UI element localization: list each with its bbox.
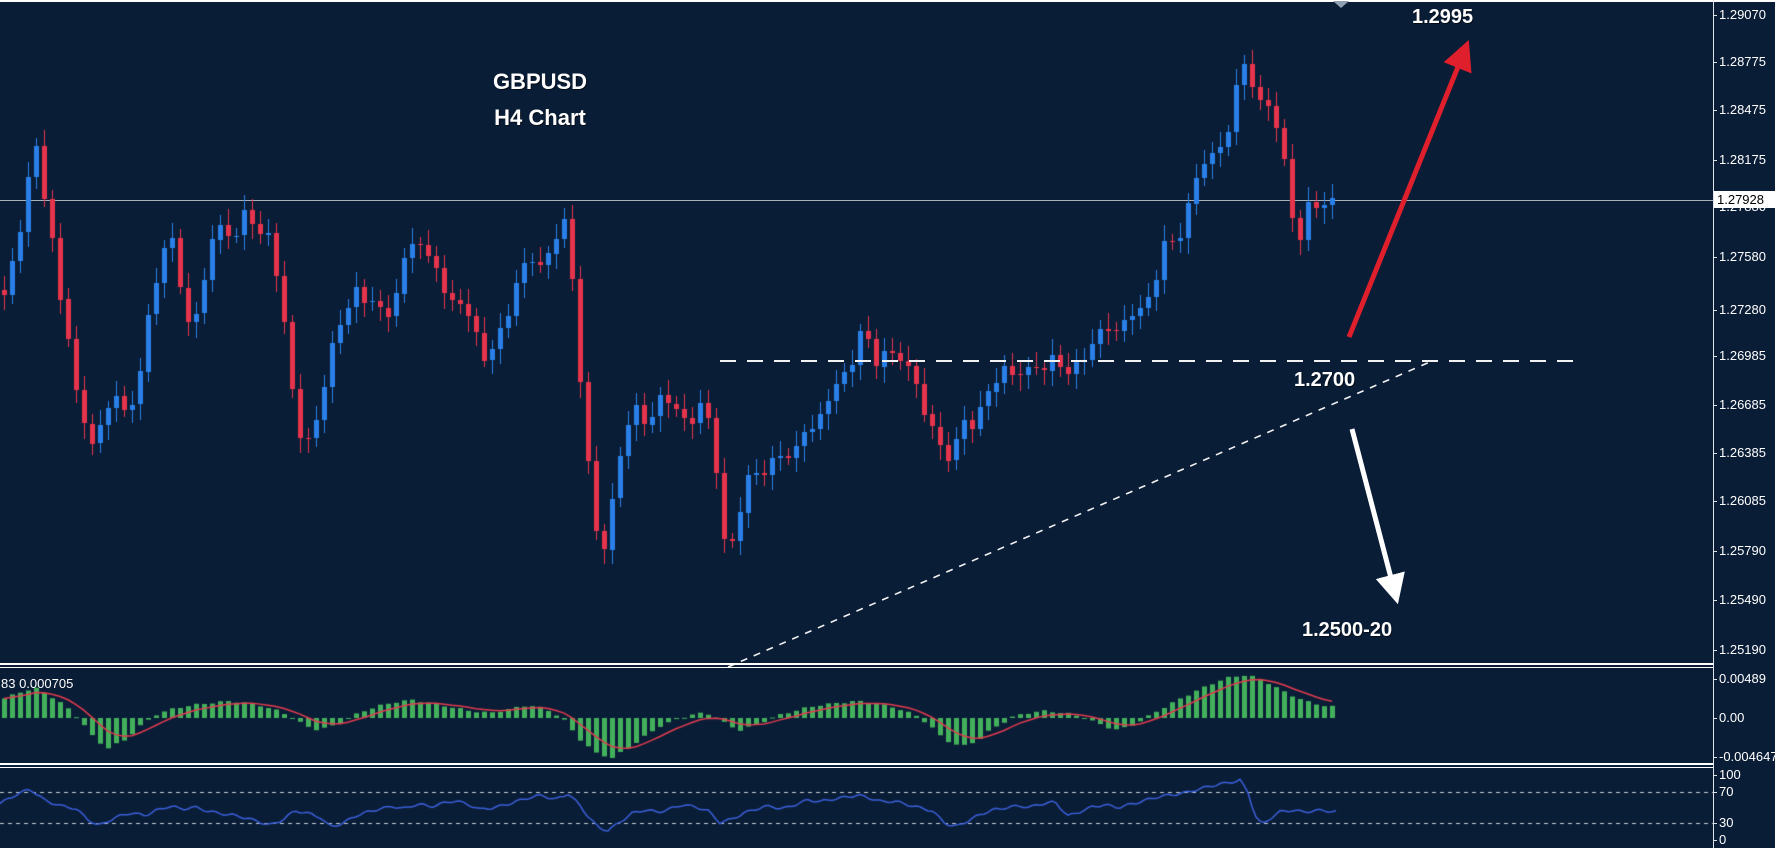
target-down-label: 1.2500-20 <box>1302 619 1393 641</box>
price-axis-line <box>1713 0 1714 848</box>
price-axis-label: 1.28475 <box>1719 102 1766 117</box>
price-axis-label-tick <box>1713 600 1717 601</box>
price-axis-label-tick <box>1713 405 1717 406</box>
oscillator-axis-label: 0 <box>1719 832 1727 847</box>
macd-axis-label: -0.004647 <box>1719 749 1775 764</box>
price-axis-label-tick <box>1713 110 1717 111</box>
macd-axis-label: 0.00 <box>1719 710 1745 725</box>
price-axis-label: 1.27280 <box>1719 302 1766 317</box>
macd-panel-canvas[interactable] <box>0 670 1713 763</box>
price-axis-label-tick <box>1713 551 1717 552</box>
oscillator-axis-label-tick <box>1713 840 1717 841</box>
price-axis-label: 1.27580 <box>1719 249 1766 264</box>
macd-axis-label-tick <box>1713 718 1717 719</box>
price-axis-label-tick <box>1713 257 1717 258</box>
oscillator-axis-label: 30 <box>1719 815 1734 830</box>
oscillator-axis-label-tick <box>1713 823 1717 824</box>
price-axis-label: 1.28775 <box>1719 54 1766 69</box>
macd-value-label: 83 0.000705 <box>1 676 74 691</box>
macd-axis-label: 0.00489 <box>1719 671 1766 686</box>
price-axis-label: 1.26985 <box>1719 348 1766 363</box>
scroll-to-end-marker-icon[interactable] <box>1333 1 1349 8</box>
price-axis-label-tick <box>1713 356 1717 357</box>
price-axis-label-tick <box>1713 453 1717 454</box>
oscillator-axis-label-tick <box>1713 775 1717 776</box>
price-axis-label-tick <box>1713 650 1717 651</box>
resistance-level-label: 1.2700 <box>1294 369 1356 391</box>
price-axis-label: 1.26685 <box>1719 397 1766 412</box>
macd-axis-label-tick <box>1713 757 1717 758</box>
price-axis-label: 1.26085 <box>1719 493 1766 508</box>
price-axis-label: 1.25490 <box>1719 592 1766 607</box>
price-axis[interactable]: 1.290701.287751.284751.281751.278801.275… <box>1713 0 1775 848</box>
main-macd-separator-b <box>0 667 1713 668</box>
price-axis-label-tick <box>1713 160 1717 161</box>
oscillator-axis-label: 70 <box>1719 784 1734 799</box>
price-axis-label: 1.29070 <box>1719 7 1766 22</box>
price-axis-label-tick <box>1713 62 1717 63</box>
macd-rsi-separator-a <box>0 763 1713 765</box>
price-axis-label-tick <box>1713 310 1717 311</box>
oscillator-panel-canvas[interactable] <box>0 768 1713 848</box>
chart-title-symbol: GBPUSD <box>492 69 588 94</box>
price-axis-label: 1.26385 <box>1719 445 1766 460</box>
chart-top-border <box>0 0 1775 2</box>
chart-title: GBPUSD H4 Chart <box>420 64 660 136</box>
macd-rsi-separator-b <box>0 767 1713 768</box>
current-price-badge: 1.27928 <box>1714 191 1775 208</box>
price-chart-canvas[interactable] <box>0 0 1713 663</box>
chart-title-timeframe: H4 Chart <box>494 105 586 130</box>
price-axis-label: 1.25790 <box>1719 543 1766 558</box>
target-up-label: 1.2995 <box>1412 6 1474 28</box>
main-macd-separator-a <box>0 663 1713 665</box>
price-axis-label: 1.25190 <box>1719 642 1766 657</box>
oscillator-axis-label-tick <box>1713 792 1717 793</box>
price-axis-label: 1.28175 <box>1719 152 1766 167</box>
price-axis-label-tick <box>1713 15 1717 16</box>
price-axis-label-tick <box>1713 501 1717 502</box>
macd-axis-label-tick <box>1713 679 1717 680</box>
oscillator-axis-label: 100 <box>1719 767 1741 782</box>
